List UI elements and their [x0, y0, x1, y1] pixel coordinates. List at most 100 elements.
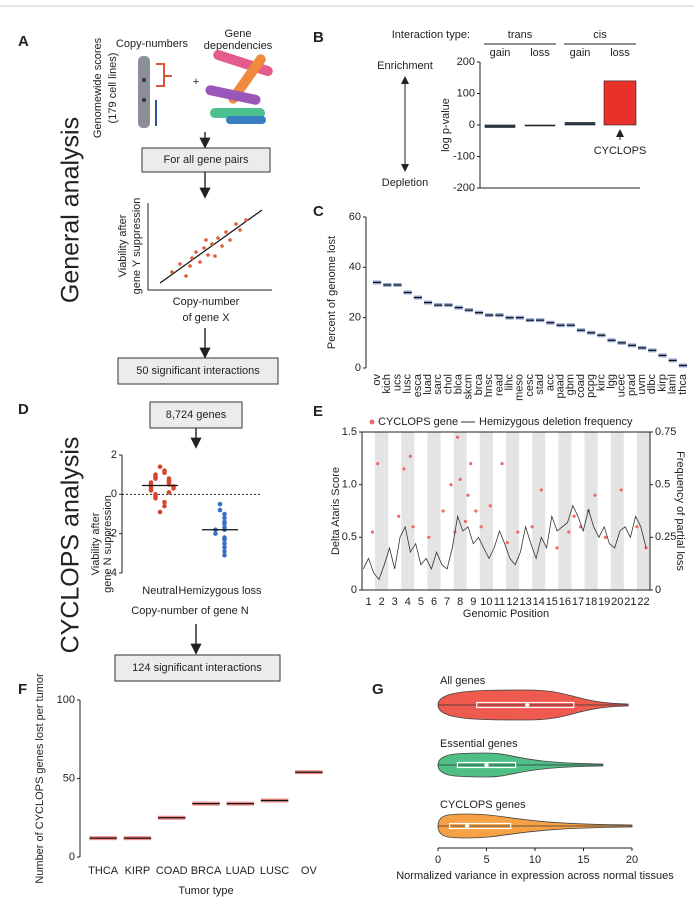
- x-tick-label: 10: [529, 854, 541, 866]
- x-tick-label: thca: [677, 373, 689, 395]
- x-tick-label: hnsc: [483, 374, 495, 398]
- axis-title: Copy-number of gene N: [131, 605, 248, 617]
- x-tick-label: kirc: [595, 374, 607, 392]
- point: [635, 525, 639, 529]
- label: Gene: [225, 28, 252, 40]
- x-tick-label: 17: [572, 596, 584, 608]
- x-tick-label: 20: [626, 854, 638, 866]
- box: [476, 701, 575, 709]
- point: [222, 537, 227, 542]
- y-tick-label: -4: [107, 567, 117, 579]
- x-tick-label: cesc: [524, 374, 536, 397]
- point: [402, 467, 406, 471]
- x-tick-label: 5: [483, 854, 489, 866]
- point: [572, 514, 576, 518]
- x-tick-label: brca: [473, 373, 485, 395]
- x-tick-label: blca: [453, 373, 465, 394]
- y-tick-label: 0.5: [342, 531, 357, 543]
- point: [157, 464, 163, 470]
- label: Copy-numbers: [116, 38, 189, 50]
- result-box: [117, 357, 279, 385]
- point: [222, 549, 227, 554]
- point: [166, 490, 172, 495]
- series-label: CYCLOPS genes: [440, 799, 526, 811]
- point: [222, 541, 227, 546]
- point: [222, 521, 227, 527]
- y-tick-label: 0.75: [655, 426, 676, 438]
- x-tick-label: ov: [371, 374, 383, 386]
- x-tick-label: uvm: [636, 374, 648, 395]
- x-tick-label: 2: [379, 596, 385, 608]
- y-tick-label: 2: [111, 449, 117, 461]
- axis-title: Copy-number: [173, 296, 240, 308]
- series-label: All genes: [440, 675, 486, 687]
- point: [157, 509, 163, 515]
- y-tick-label: 1.5: [342, 426, 357, 438]
- line: [362, 504, 647, 581]
- axis-title: Viability after: [117, 214, 129, 277]
- section-title: General analysis: [57, 117, 85, 303]
- point: [217, 507, 223, 513]
- x-tick-label: skcm: [463, 374, 475, 400]
- y-tick-label: 100: [57, 694, 75, 706]
- group-label: trans: [508, 29, 533, 41]
- x-tick-label: THCA: [88, 865, 119, 877]
- result: 50 significant interactions: [136, 365, 260, 377]
- bar: [524, 124, 556, 127]
- panel-label: F: [18, 681, 27, 698]
- axis-title: Genomic Position: [463, 608, 549, 620]
- axis-title: Percent of genome lost: [326, 236, 338, 349]
- x-tick-label: Hemizygous loss: [178, 585, 262, 597]
- x-tick-label: pcpg: [585, 374, 597, 398]
- annotation: CYCLOPS: [594, 145, 647, 157]
- x-tick-label: 16: [559, 596, 571, 608]
- x-tick-label: 22: [637, 596, 649, 608]
- panel-label: E: [313, 403, 323, 420]
- axis-title: Tumor type: [178, 885, 233, 897]
- median: [464, 823, 470, 829]
- chromosome-band: [479, 432, 493, 590]
- x-tick-label: BRCA: [191, 865, 222, 877]
- y-tick-label: -200: [453, 182, 475, 194]
- section-title: CYCLOPS analysis: [57, 437, 85, 654]
- y-tick-label: 0.5: [655, 479, 670, 491]
- point: [162, 470, 167, 476]
- point: [222, 545, 227, 550]
- chromosome-band: [427, 432, 441, 590]
- y-tick-label: -100: [453, 150, 475, 162]
- point: [466, 493, 470, 497]
- x-tick-label: 0: [435, 854, 441, 866]
- category-label: gain: [490, 47, 511, 59]
- direction-label: Enrichment: [377, 60, 433, 72]
- box: [456, 761, 517, 769]
- illustration-scatter: [147, 203, 272, 291]
- panel-label: B: [313, 29, 324, 46]
- axis-title: gene Y suppression: [131, 198, 143, 295]
- point: [411, 525, 415, 529]
- label: Genomewide scores: [92, 37, 104, 138]
- point: [148, 488, 154, 493]
- series-label: Essential genes: [440, 738, 518, 750]
- x-tick-label: acc: [544, 374, 556, 392]
- panel-label: A: [18, 33, 29, 50]
- step: For all gene pairs: [164, 154, 249, 166]
- point: [567, 530, 571, 534]
- x-tick-label: esca: [412, 373, 424, 397]
- x-tick-label: LUAD: [226, 865, 255, 877]
- legend-swatch: [369, 419, 375, 425]
- point: [463, 519, 468, 524]
- panel-label: G: [372, 681, 384, 698]
- chromosome-band: [453, 432, 467, 590]
- x-tick-label: KIRP: [125, 865, 151, 877]
- x-tick-label: ucec: [616, 374, 628, 398]
- x-tick-label: 7: [444, 596, 450, 608]
- x-tick-label: gbm: [565, 374, 577, 395]
- result: 124 significant interactions: [132, 662, 262, 674]
- group-label: cis: [593, 29, 607, 41]
- point: [222, 553, 227, 558]
- category-label: loss: [530, 47, 550, 59]
- x-tick-label: 21: [624, 596, 636, 608]
- point: [171, 486, 176, 491]
- point: [376, 462, 380, 466]
